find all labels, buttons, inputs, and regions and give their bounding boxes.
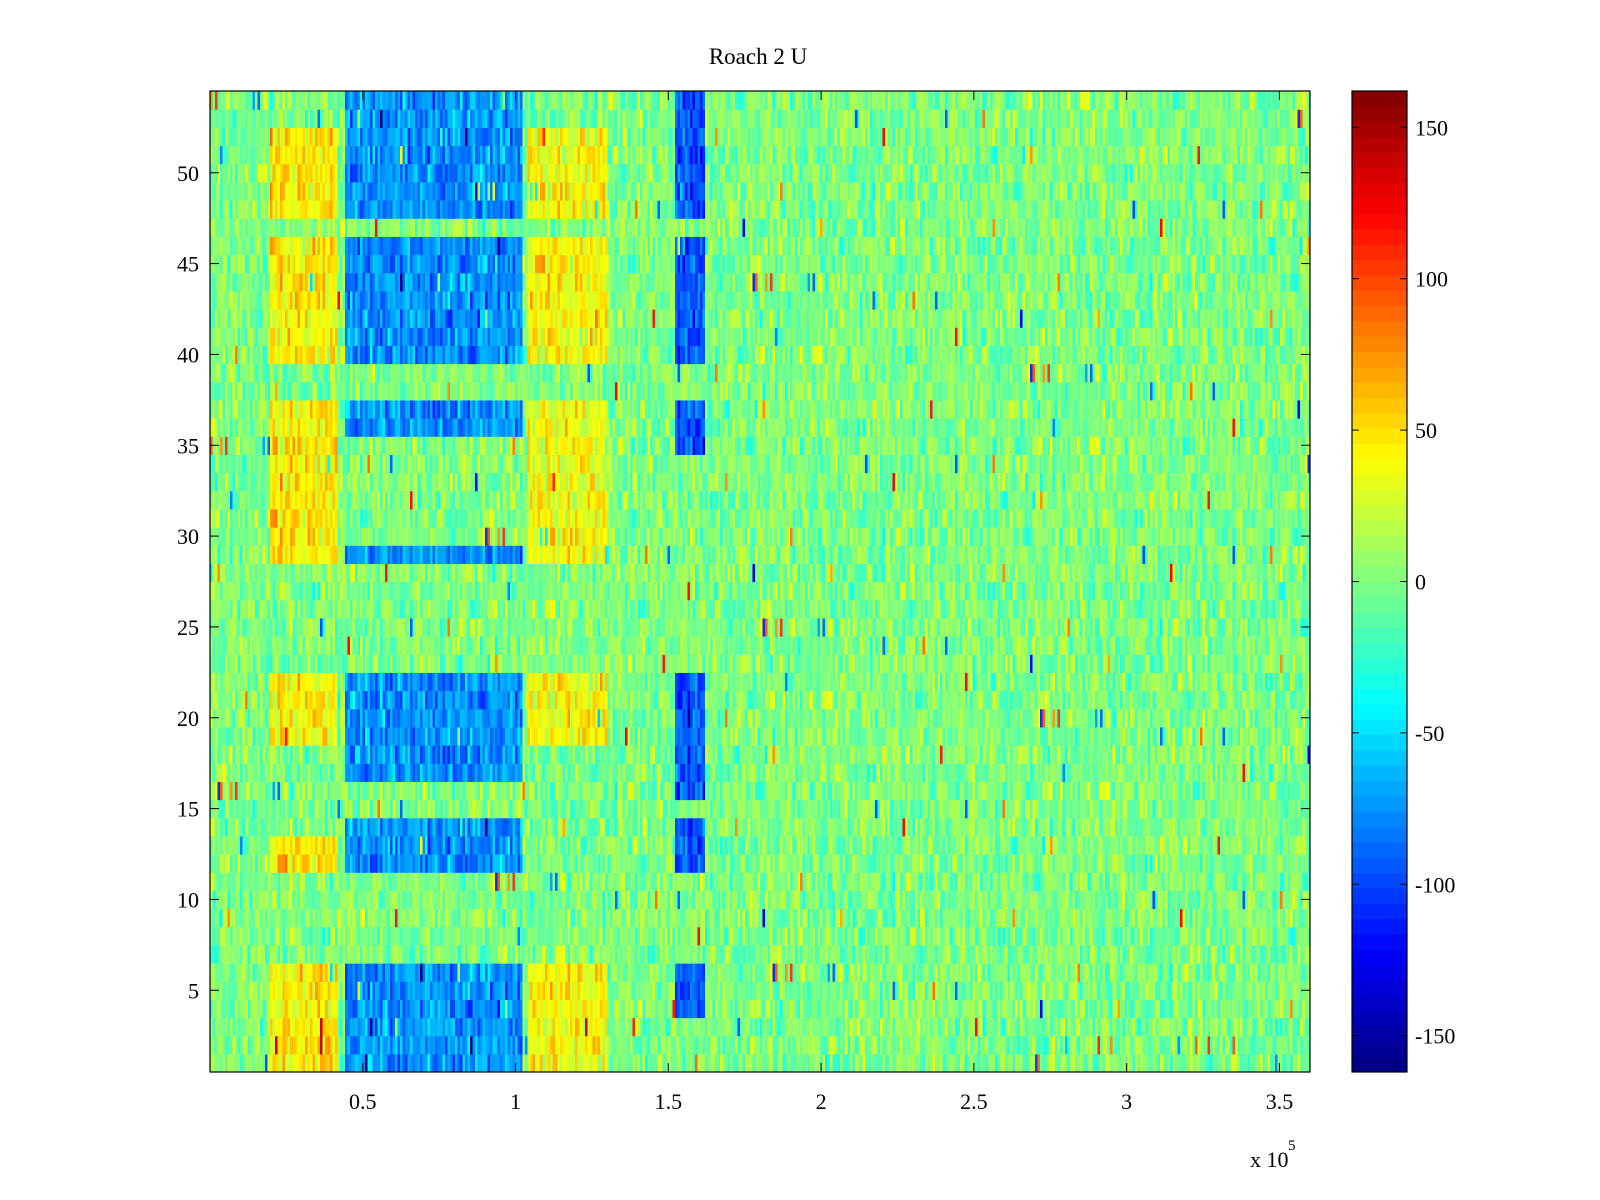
chart-title: Roach 2 U <box>709 44 808 69</box>
heatmap-figure: Roach 2 U 0.5 1 1.5 2 2.5 3 3.5 51015202530354… <box>0 0 1600 1200</box>
heatmap-cells <box>210 91 1311 1073</box>
